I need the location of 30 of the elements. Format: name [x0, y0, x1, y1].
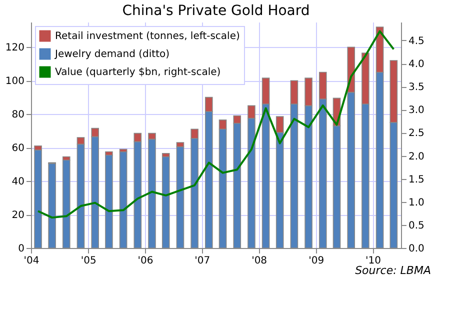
y-tick-label: 40 [12, 176, 24, 188]
x-tick-label: '06 [138, 256, 154, 266]
legend-label: Jewelry demand (ditto) [54, 49, 170, 60]
y2-tick-label: 4.0 [408, 59, 424, 70]
y-tick-label: 20 [12, 210, 24, 222]
y2-tick-label: 3.0 [408, 105, 424, 116]
x-tick-label: '07 [194, 256, 210, 266]
x-tick-label: '08 [252, 256, 268, 266]
y2-tick-label: 0.5 [408, 220, 424, 232]
y2-tick-label: 2.5 [408, 128, 424, 140]
y-tick-label: 100 [5, 76, 24, 88]
x-tick-label: '09 [308, 256, 324, 266]
y2-tick-label: 0.0 [408, 244, 424, 254]
legend-label: Value (quarterly $bn, right-scale) [55, 67, 221, 78]
y2-tick-label: 3.5 [408, 82, 424, 94]
y-tick-label: 60 [12, 143, 24, 154]
source-note: Source: LBMA [355, 264, 431, 277]
legend-label: Retail investment (tonnes, left-scale) [55, 31, 240, 42]
y2-tick-label: 2.0 [408, 151, 424, 162]
x-tick-label: '10 [366, 256, 382, 266]
y2-tick-label: 4.5 [408, 36, 424, 47]
y-tick-label: 0 [18, 244, 24, 254]
y-tick-label: 120 [5, 42, 24, 54]
line-series [37, 30, 395, 219]
chart-title: China's Private Gold Hoard [122, 3, 310, 19]
y-tick-label: 80 [12, 110, 24, 121]
y2-tick-label: 1.5 [408, 174, 424, 186]
x-tick-label: '04 [24, 256, 40, 266]
y2-tick-label: 1.0 [408, 197, 424, 208]
x-tick-label: '05 [80, 256, 96, 266]
